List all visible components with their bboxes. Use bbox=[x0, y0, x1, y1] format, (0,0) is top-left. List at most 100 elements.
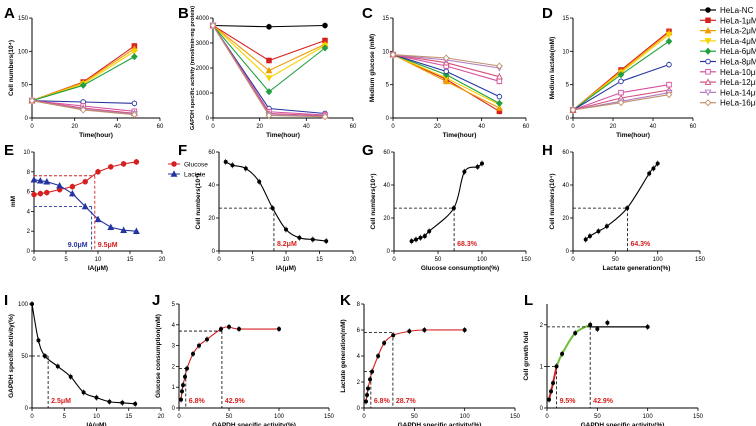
x-tick-label: 60 bbox=[350, 124, 357, 130]
y-tick-label: 5 bbox=[172, 302, 176, 308]
panel-b: B 0 20 40 60 0 1000 2000 3000 4000 Time(hour) GAPDH… bbox=[178, 5, 357, 139]
y-tick-label: 1 bbox=[172, 385, 176, 391]
threshold-label: 6.8% bbox=[374, 398, 391, 405]
data-point bbox=[655, 161, 660, 166]
data-point bbox=[95, 169, 101, 175]
legend-label: HeLa-16μM IA bbox=[720, 99, 756, 108]
data-point bbox=[133, 401, 138, 406]
x-tick-label: 100 bbox=[653, 257, 664, 263]
x-tick-label: 40 bbox=[478, 124, 485, 130]
data-point bbox=[366, 386, 371, 391]
x-tick-label: 0 bbox=[30, 124, 34, 130]
data-point bbox=[265, 88, 273, 96]
y-axis-label: Cell numbers(10⁴) bbox=[195, 174, 202, 230]
legend-label: HeLa-6μM IA bbox=[720, 47, 756, 56]
y-tick-label: 40 bbox=[562, 183, 569, 189]
panel-label: I bbox=[4, 292, 8, 309]
data-point bbox=[409, 239, 414, 244]
threshold-label: 68.3% bbox=[457, 241, 478, 248]
data-point bbox=[266, 57, 272, 64]
data-point bbox=[56, 182, 64, 189]
data-point bbox=[666, 61, 672, 68]
x-tick-label: 20 bbox=[434, 124, 441, 130]
panel-label: L bbox=[524, 292, 533, 309]
y-tick-label: 8 bbox=[27, 170, 31, 176]
x-tick-label: 0 bbox=[571, 257, 575, 263]
data-point bbox=[130, 48, 138, 55]
y-axis-label: Medium lactate(mM) bbox=[549, 37, 556, 99]
data-point bbox=[191, 351, 195, 356]
panel-l: L 0 50 100 150 0 1 2 GAPDH specific activity(%) C… bbox=[523, 292, 704, 426]
data-point bbox=[183, 374, 187, 379]
y-tick-label: 6 bbox=[357, 328, 361, 334]
data-point bbox=[551, 381, 556, 386]
fit-curve bbox=[31, 303, 136, 405]
data-point bbox=[547, 397, 552, 402]
data-point bbox=[120, 161, 127, 167]
data-point bbox=[265, 66, 273, 74]
x-tick-label: 50 bbox=[226, 414, 233, 420]
legend-marker bbox=[704, 78, 712, 85]
legend-marker bbox=[704, 89, 712, 97]
data-point bbox=[588, 322, 593, 327]
threshold-label: 42.9% bbox=[593, 398, 614, 405]
panel-label: F bbox=[178, 142, 187, 159]
legend-marker bbox=[705, 17, 711, 24]
data-point bbox=[364, 399, 369, 404]
data-point bbox=[365, 393, 370, 397]
legend-label: HeLa-4μM IA bbox=[720, 37, 756, 46]
legend-marker bbox=[705, 58, 711, 65]
data-point bbox=[560, 351, 565, 356]
panel-label: K bbox=[340, 292, 351, 309]
data-point bbox=[596, 229, 601, 234]
threshold-label: 9.5μM bbox=[98, 242, 118, 249]
threshold-label: 2.5μM bbox=[51, 398, 71, 405]
y-tick-label: 20 bbox=[383, 216, 390, 222]
series-line bbox=[31, 56, 135, 102]
y-tick-label: 15 bbox=[562, 16, 569, 22]
x-axis-label: GAPDH specific activity(%) bbox=[398, 422, 482, 426]
y-tick-label: 0 bbox=[566, 116, 570, 122]
panel-label: D bbox=[542, 5, 553, 22]
data-point bbox=[69, 183, 76, 190]
data-point bbox=[284, 227, 288, 232]
data-point bbox=[131, 100, 138, 107]
y-axis-label: Lactate generation(mM) bbox=[340, 319, 347, 392]
x-tick-label: 10 bbox=[283, 257, 290, 263]
x-tick-label: 0 bbox=[32, 257, 36, 263]
y-tick-label: 2000 bbox=[196, 66, 210, 72]
panel-d: D 0 20 40 60 0 5 10 15 Time(hour) Medium lactate(m… bbox=[542, 5, 697, 139]
series-line bbox=[31, 45, 135, 102]
x-tick-label: 40 bbox=[650, 124, 657, 130]
x-tick-label: 20 bbox=[256, 124, 263, 130]
legend-marker bbox=[705, 69, 711, 75]
data-point bbox=[55, 364, 60, 369]
data-point bbox=[257, 179, 262, 184]
panel-i: I 0 5 10 15 20 0 50 100 IA(μM) GAPDH specific acti… bbox=[4, 292, 165, 426]
data-point bbox=[180, 389, 184, 394]
data-point bbox=[651, 166, 656, 171]
data-point bbox=[107, 223, 115, 230]
data-point bbox=[617, 71, 625, 79]
y-tick-label: 15 bbox=[382, 16, 389, 22]
threshold-label: 64.3% bbox=[630, 241, 651, 248]
data-point bbox=[665, 91, 673, 99]
data-point bbox=[462, 169, 467, 174]
data-point bbox=[205, 337, 209, 342]
fit-curve-red bbox=[548, 366, 558, 400]
data-point bbox=[549, 389, 554, 394]
data-point bbox=[442, 54, 450, 62]
y-tick-label: 60 bbox=[208, 150, 215, 156]
data-point bbox=[376, 354, 381, 358]
data-point bbox=[120, 400, 125, 405]
y-tick-label: 40 bbox=[208, 183, 215, 189]
y-tick-label: 3 bbox=[172, 344, 176, 350]
x-tick-label: 50 bbox=[435, 257, 442, 263]
data-point bbox=[132, 227, 140, 234]
y-tick-label: 4 bbox=[172, 323, 176, 329]
data-point bbox=[496, 93, 503, 100]
threshold-label: 9.0μM bbox=[68, 242, 88, 249]
x-tick-label: 100 bbox=[643, 414, 654, 420]
y-tick-label: 1 bbox=[540, 364, 544, 370]
legend-marker bbox=[704, 47, 712, 55]
